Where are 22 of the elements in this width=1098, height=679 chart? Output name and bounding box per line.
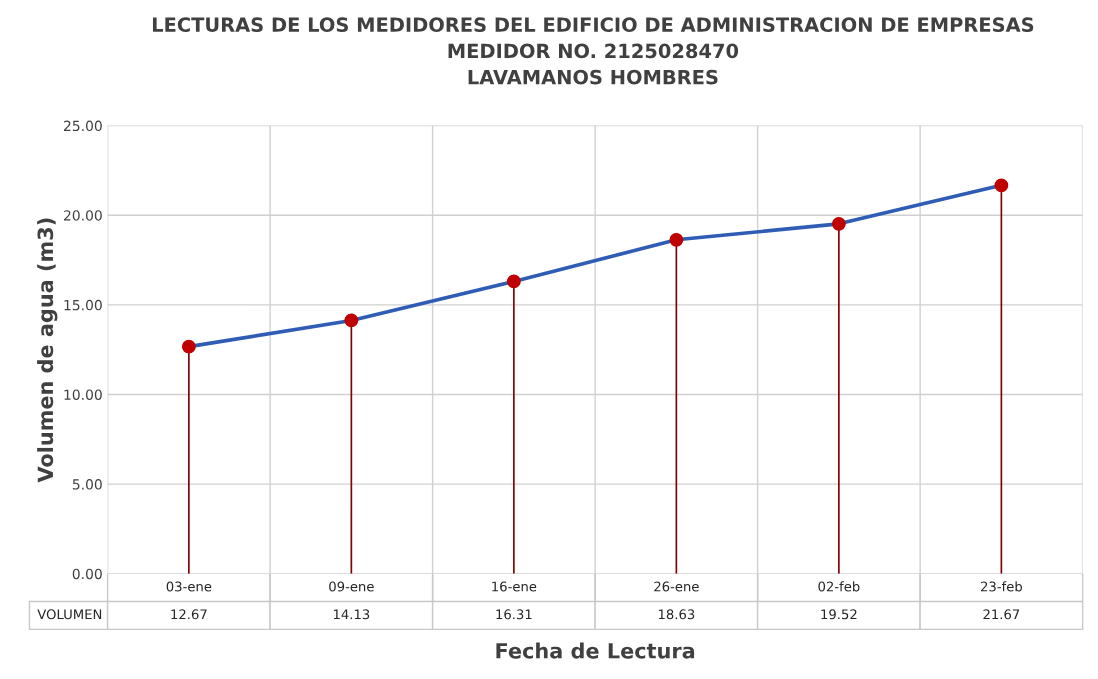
y-tick-label: 15.00 [64,299,102,311]
data-label: 21.67 [983,609,1020,620]
y-tick-label: 5.00 [72,479,102,490]
x-tick-label: 09-ene [329,581,374,592]
x-tick-label: 02-feb [818,581,860,592]
data-label: 16.31 [496,609,532,620]
text: VOLUMEN [37,609,102,620]
x-axis-title: Fecha de Lectura [496,642,695,659]
y-axis-title: Volumen de agua (m3) [37,218,58,483]
data-label: 19.52 [821,609,857,620]
data-label: 14.13 [333,609,370,620]
x-tick-label: 03-ene [166,581,212,592]
data-label: 12.67 [171,609,207,620]
x-tick-label: 23-feb [981,581,1022,592]
y-tick-label: 0.00 [72,568,102,580]
x-tick-label: 16-ene [492,581,537,592]
y-tick-label: 25.00 [64,120,102,132]
y-tick-label: 10.00 [64,389,102,400]
chart-title: LECTURAS DE LOS MEDIDORES DEL EDIFICIO DE ADMINISTRACION DE EMPRESAS MEDIDOR NO. 2125028470 LAVAMANOS HOMBRES [152,17,1034,85]
data-label: 18.63 [658,609,695,620]
x-tick-label: 26-ene [654,581,699,592]
y-tick-label: 20.00 [64,210,102,221]
